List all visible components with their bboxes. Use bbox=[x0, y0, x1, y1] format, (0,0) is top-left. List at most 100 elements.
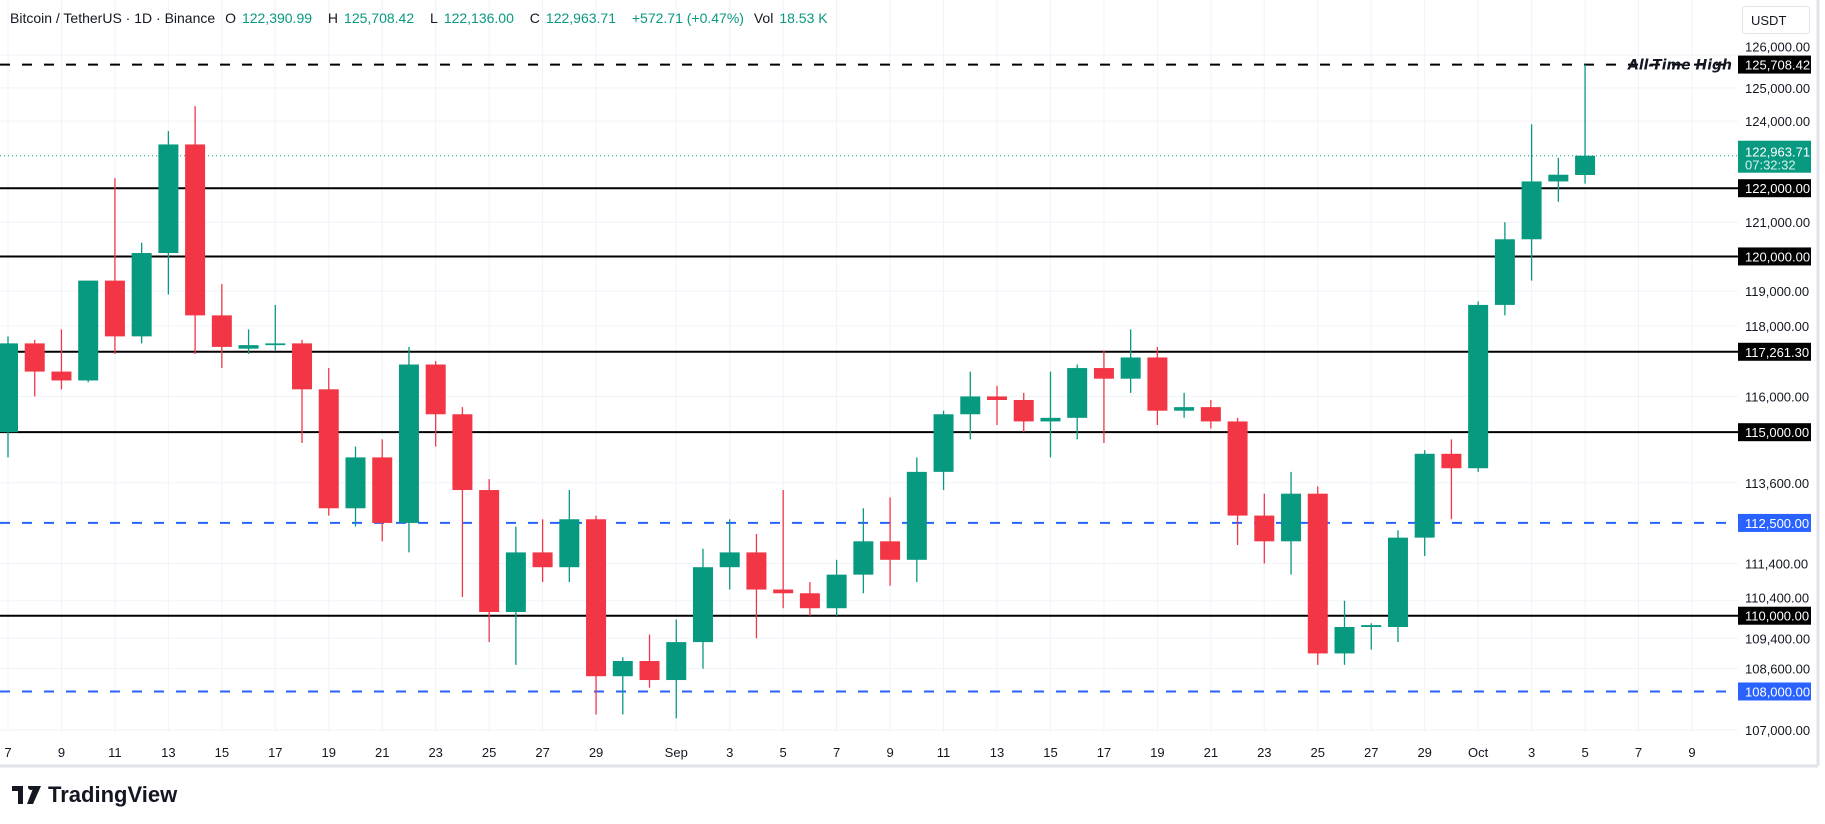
candle-body bbox=[158, 144, 179, 254]
candle-body bbox=[933, 414, 954, 472]
time-tick-label: 11 bbox=[108, 745, 122, 760]
candle bbox=[479, 479, 500, 643]
candle bbox=[559, 490, 580, 583]
candle bbox=[1013, 392, 1034, 433]
time-axis[interactable]: 7 9 11 13 15 17 19 21 23 25 27 29 Sep 3 5 7 9 11 13 15 17 19 2… bbox=[4, 745, 1695, 760]
candle bbox=[1040, 371, 1061, 458]
time-tick-label: 7 bbox=[833, 745, 840, 760]
candle-body bbox=[211, 315, 232, 347]
candle bbox=[1441, 439, 1462, 520]
level-price-label: 110,000.00 bbox=[1745, 609, 1809, 624]
candle-body bbox=[1147, 357, 1168, 411]
time-tick-label: 25 bbox=[1311, 745, 1325, 760]
volume-label: Vol bbox=[753, 10, 774, 26]
time-tick-label: 21 bbox=[1204, 745, 1218, 760]
price-change: +572.71 (+0.47%) bbox=[631, 10, 744, 26]
candle-body bbox=[479, 490, 500, 612]
candle-body bbox=[318, 389, 339, 509]
time-tick-label: 7 bbox=[1635, 745, 1642, 760]
candle-body bbox=[1414, 453, 1435, 538]
level-price-label: 125,708.42 bbox=[1745, 58, 1810, 73]
candle-body bbox=[1387, 537, 1408, 628]
candle bbox=[933, 410, 954, 491]
candle bbox=[104, 178, 125, 354]
time-tick-label: 13 bbox=[990, 745, 1004, 760]
level-price-label: 122,000.00 bbox=[1745, 181, 1810, 196]
candle-body bbox=[639, 661, 660, 681]
tradingview-logo[interactable]: TradingView bbox=[12, 782, 177, 808]
price-tick-label: 108,600.00 bbox=[1745, 662, 1810, 677]
time-tick-label: 9 bbox=[58, 745, 65, 760]
ohlc-high: H 125,708.42 bbox=[328, 10, 420, 26]
price-tick-label: 107,000.00 bbox=[1745, 723, 1810, 738]
level-price-label: 115,000.00 bbox=[1745, 425, 1809, 440]
candle-body bbox=[1040, 417, 1061, 422]
price-tick-label: 126,000.00 bbox=[1745, 40, 1810, 55]
candle bbox=[586, 515, 607, 715]
candle-body bbox=[1093, 368, 1114, 379]
candle bbox=[398, 346, 419, 553]
candle-body bbox=[719, 552, 740, 568]
time-tick-label: 11 bbox=[937, 745, 951, 760]
candle-body bbox=[880, 541, 901, 560]
candle bbox=[1200, 399, 1221, 429]
candle bbox=[1227, 417, 1248, 546]
candle-body bbox=[799, 593, 820, 609]
candle bbox=[612, 657, 633, 715]
candle bbox=[1494, 222, 1515, 316]
candle-body bbox=[1548, 174, 1569, 182]
candle-body bbox=[1067, 368, 1088, 418]
low-label: L bbox=[430, 10, 438, 26]
candle-body bbox=[131, 253, 152, 337]
time-tick-label: 5 bbox=[780, 745, 787, 760]
candle-body bbox=[1013, 399, 1034, 422]
candle bbox=[211, 284, 232, 369]
time-tick-label: 23 bbox=[1257, 745, 1271, 760]
open-label: O bbox=[225, 10, 236, 26]
bar-countdown: 07:32:32 bbox=[1745, 158, 1796, 173]
all-time-high-label: All-Time High bbox=[1627, 58, 1732, 74]
candle bbox=[0, 336, 18, 458]
candle bbox=[826, 559, 847, 616]
price-tick-label: 118,000.00 bbox=[1745, 319, 1809, 334]
candle-body bbox=[1441, 453, 1462, 469]
horizontal-levels: All-Time High bbox=[0, 58, 1738, 693]
candle bbox=[639, 634, 660, 688]
candle-body bbox=[559, 519, 580, 568]
candle-body bbox=[372, 457, 393, 523]
candle bbox=[719, 519, 740, 590]
candle bbox=[1307, 486, 1328, 665]
candle-body bbox=[1254, 515, 1275, 542]
currency-button[interactable]: USDT bbox=[1742, 6, 1810, 34]
candle bbox=[906, 457, 927, 583]
candle bbox=[1334, 600, 1355, 665]
candle-body bbox=[292, 343, 313, 390]
candle-body bbox=[1281, 493, 1302, 542]
candle-body bbox=[1120, 357, 1141, 379]
candle-body bbox=[51, 371, 72, 381]
high-value: 125,708.42 bbox=[344, 10, 415, 26]
candle bbox=[1521, 124, 1542, 281]
tradingview-logo-icon bbox=[12, 786, 41, 804]
time-tick-label: 17 bbox=[1097, 745, 1111, 760]
candle bbox=[1120, 329, 1141, 393]
time-tick-label: 27 bbox=[535, 745, 549, 760]
candle bbox=[1067, 364, 1088, 440]
candle-body bbox=[24, 343, 45, 372]
candle-body bbox=[960, 396, 981, 415]
time-tick-label: 9 bbox=[1688, 745, 1695, 760]
price-tick-label: 124,000.00 bbox=[1745, 114, 1810, 129]
candle-body bbox=[692, 567, 713, 643]
low-value: 122,136.00 bbox=[443, 10, 514, 26]
level-price-label: 108,000.00 bbox=[1745, 684, 1810, 699]
candle-body bbox=[1334, 627, 1355, 654]
candle bbox=[692, 548, 713, 669]
candle bbox=[185, 106, 206, 354]
time-tick-label: 9 bbox=[886, 745, 893, 760]
candle-body bbox=[586, 519, 607, 677]
time-tick-label: 13 bbox=[161, 745, 175, 760]
time-tick-label: 23 bbox=[428, 745, 442, 760]
candle-body bbox=[0, 343, 18, 433]
price-axis[interactable]: 126,000.00 125,000.00 124,000.00 121,000.00… bbox=[1738, 40, 1811, 738]
candlestick-chart[interactable]: All-Time High 7 9 11 13 15 17 19 21 23 25 27 29 Sep 3… bbox=[0, 0, 1825, 770]
